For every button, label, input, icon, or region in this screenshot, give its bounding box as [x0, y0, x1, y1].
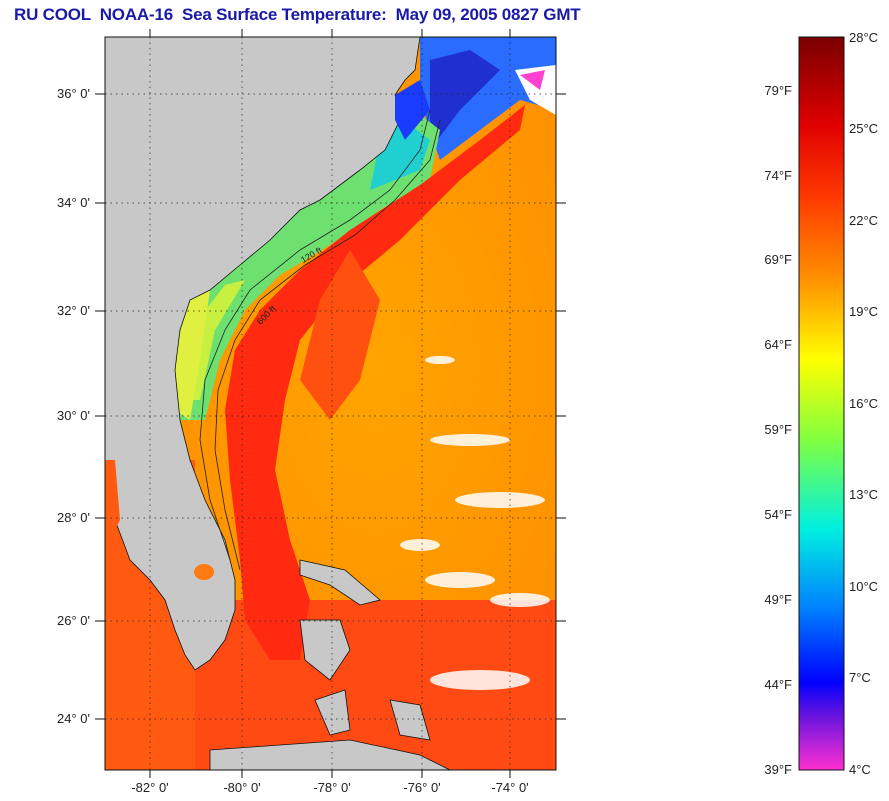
colorbar-f-label: 79°F [764, 83, 792, 98]
lat-label: 26° 0' [57, 613, 90, 628]
sst-map-area[interactable] [105, 37, 556, 770]
lat-label: 30° 0' [57, 408, 90, 423]
colorbar-c-label: 10°C [849, 579, 879, 594]
colorbar-f-label: 64°F [764, 337, 792, 352]
colorbar-f-label: 54°F [764, 507, 792, 522]
map-grid [105, 37, 556, 770]
lat-label: 36° 0' [57, 86, 90, 101]
colorbar-c-label: 7°C [849, 670, 871, 685]
lon-label: -82° 0' [131, 780, 169, 795]
colorbar-f-label: 39°F [764, 762, 792, 777]
map-title: RU COOL NOAA-16 Sea Surface Temperature:… [14, 5, 581, 24]
colorbar-f-label: 49°F [764, 592, 792, 607]
temperature-colorbar [798, 36, 845, 771]
lat-label: 32° 0' [57, 303, 90, 318]
map-frame [104, 36, 557, 771]
lon-label: -80° 0' [223, 780, 261, 795]
colorbar-f-label: 74°F [764, 168, 792, 183]
colorbar-c-label: 19°C [849, 304, 879, 319]
lat-label: 24° 0' [57, 711, 90, 726]
colorbar-c-label: 13°C [849, 487, 879, 502]
lat-label: 34° 0' [57, 195, 90, 210]
lon-label: -76° 0' [403, 780, 441, 795]
colorbar-c-label: 22°C [849, 213, 879, 228]
lat-label: 28° 0' [57, 510, 90, 525]
colorbar-f-label: 59°F [764, 422, 792, 437]
colorbar-f-label: 69°F [764, 252, 792, 267]
colorbar-c-label: 28°C [849, 30, 879, 45]
lon-label: -74° 0' [491, 780, 529, 795]
colorbar-c-label: 25°C [849, 121, 879, 136]
map-ticks [95, 29, 566, 778]
lon-label: -78° 0' [313, 780, 351, 795]
colorbar-c-label: 4°C [849, 762, 871, 777]
colorbar-c-label: 16°C [849, 396, 879, 411]
colorbar-f-label: 44°F [764, 677, 792, 692]
